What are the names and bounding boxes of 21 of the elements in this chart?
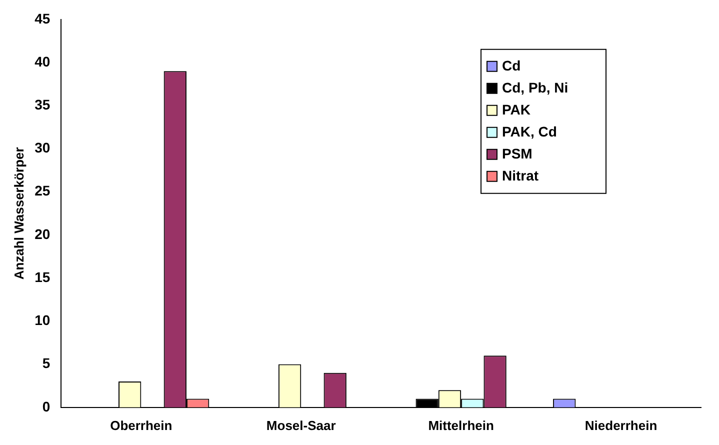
legend-label: Cd, Pb, Ni bbox=[502, 79, 568, 96]
y-tick-label: 0 bbox=[42, 398, 50, 414]
legend-label: PAK, Cd bbox=[502, 123, 557, 140]
x-tick-label: Mosel-Saar bbox=[266, 418, 336, 433]
y-tick-label: 5 bbox=[42, 355, 50, 372]
y-tick-label: 30 bbox=[34, 140, 50, 156]
y-axis-title: Anzahl Wasserkörper bbox=[11, 147, 26, 280]
y-tick-label: 10 bbox=[34, 312, 50, 328]
legend-label: PAK bbox=[502, 101, 531, 118]
y-tick-label: 20 bbox=[34, 226, 50, 242]
x-tick-label: Mittelrhein bbox=[428, 418, 494, 433]
x-tick-label: Niederrhein bbox=[584, 418, 658, 433]
x-tick-label: Oberrhein bbox=[110, 418, 172, 433]
legend-label: Cd bbox=[502, 57, 521, 74]
y-tick-label: 45 bbox=[34, 10, 50, 26]
y-tick-label: 40 bbox=[34, 53, 50, 70]
y-tick-label: 35 bbox=[34, 96, 50, 112]
y-tick-label: 25 bbox=[34, 182, 50, 199]
legend-label: Nitrat bbox=[502, 167, 539, 184]
legend-label: PSM bbox=[502, 145, 532, 162]
y-tick-label: 15 bbox=[34, 268, 50, 285]
